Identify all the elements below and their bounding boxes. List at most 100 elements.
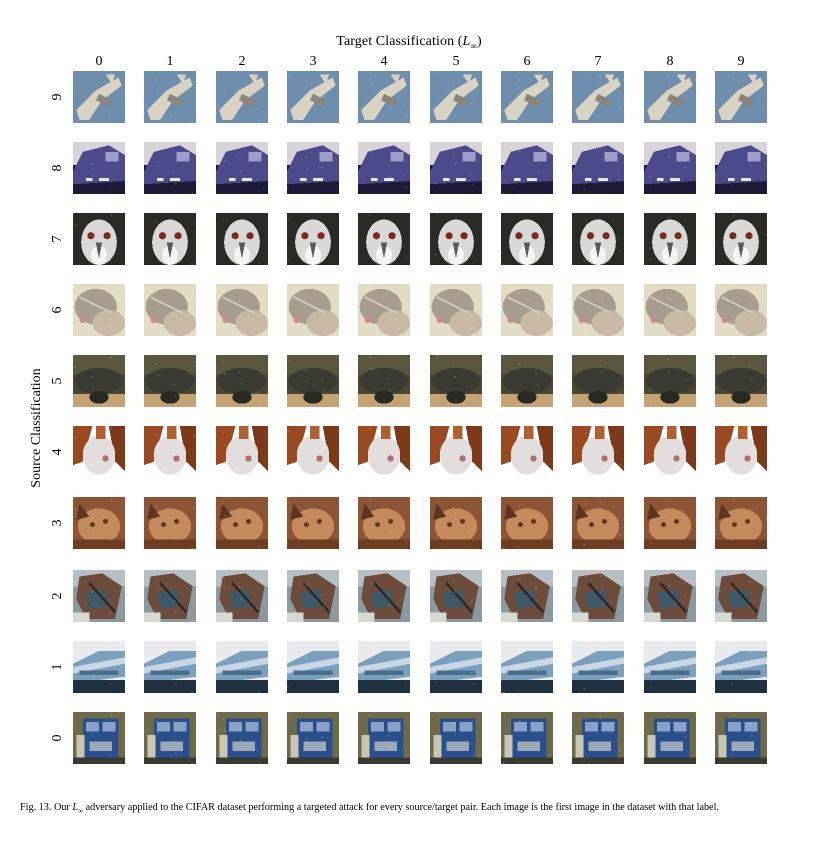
adversarial-image-src6-tgt5: [430, 284, 482, 336]
adversarial-image-src5-tgt0: [73, 355, 125, 407]
adversarial-image-src5-tgt5: [430, 355, 482, 407]
adversarial-image-src8-tgt4: [358, 142, 410, 194]
source-label-9: 9: [50, 93, 65, 101]
caption-math: L: [72, 802, 79, 813]
adversarial-image-src9-tgt8: [644, 71, 696, 123]
adversarial-image-src2-tgt3: [287, 570, 339, 622]
adversarial-image-src2-tgt5: [430, 570, 482, 622]
adversarial-image-src3-tgt9: [715, 497, 767, 549]
adversarial-image-src3-tgt3: [287, 497, 339, 549]
adversarial-image-src2-tgt8: [644, 570, 696, 622]
adversarial-image-src9-tgt6: [501, 71, 553, 123]
adversarial-image-src8-tgt3: [287, 142, 339, 194]
adversarial-image-src4-tgt0: [73, 426, 125, 478]
target-label-4: 4: [380, 54, 388, 69]
adversarial-image-src3-tgt1: [144, 497, 196, 549]
adversarial-image-src6-tgt7: [572, 284, 624, 336]
adversarial-image-src1-tgt6: [501, 641, 553, 693]
adversarial-image-src1-tgt3: [287, 641, 339, 693]
adversarial-image-src5-tgt1: [144, 355, 196, 407]
adversarial-image-src5-tgt8: [644, 355, 696, 407]
target-axis-title-text: Target Classification (: [336, 34, 463, 49]
adversarial-image-src2-tgt7: [572, 570, 624, 622]
adversarial-image-src9-tgt4: [358, 71, 410, 123]
adversarial-image-src8-tgt0: [73, 142, 125, 194]
adversarial-image-src7-tgt6: [501, 213, 553, 265]
source-label-5: 5: [50, 377, 65, 385]
adversarial-image-src4-tgt9: [715, 426, 767, 478]
figure-caption: Fig. 13. Our L∞ adversary applied to the…: [20, 802, 800, 817]
adversarial-image-src7-tgt1: [144, 213, 196, 265]
target-axis-title-math: L: [462, 34, 471, 49]
adversarial-image-src9-tgt5: [430, 71, 482, 123]
adversarial-image-src8-tgt5: [430, 142, 482, 194]
adversarial-image-src7-tgt2: [216, 213, 268, 265]
source-label-3: 3: [50, 519, 65, 527]
adversarial-image-src2-tgt9: [715, 570, 767, 622]
adversarial-image-src4-tgt5: [430, 426, 482, 478]
adversarial-image-src0-tgt6: [501, 712, 553, 764]
adversarial-image-src6-tgt0: [73, 284, 125, 336]
adversarial-image-src9-tgt9: [715, 71, 767, 123]
adversarial-image-src3-tgt6: [501, 497, 553, 549]
adversarial-image-src1-tgt8: [644, 641, 696, 693]
adversarial-image-src4-tgt8: [644, 426, 696, 478]
adversarial-image-src6-tgt9: [715, 284, 767, 336]
adversarial-image-src6-tgt8: [644, 284, 696, 336]
adversarial-image-src1-tgt7: [572, 641, 624, 693]
target-axis-title-subscript: ∞: [470, 40, 477, 51]
target-label-1: 1: [166, 54, 174, 69]
caption-subscript: ∞: [78, 807, 84, 816]
adversarial-image-src7-tgt5: [430, 213, 482, 265]
adversarial-image-src0-tgt2: [216, 712, 268, 764]
adversarial-image-src3-tgt2: [216, 497, 268, 549]
adversarial-image-src4-tgt7: [572, 426, 624, 478]
adversarial-image-src5-tgt9: [715, 355, 767, 407]
adversarial-image-src2-tgt6: [501, 570, 553, 622]
adversarial-image-src2-tgt0: [73, 570, 125, 622]
adversarial-image-src9-tgt3: [287, 71, 339, 123]
target-label-7: 7: [594, 54, 602, 69]
adversarial-image-src1-tgt9: [715, 641, 767, 693]
adversarial-image-src1-tgt5: [430, 641, 482, 693]
caption-prefix: Fig. 13. Our: [20, 802, 73, 813]
source-label-1: 1: [50, 663, 65, 671]
adversarial-image-src0-tgt7: [572, 712, 624, 764]
adversarial-image-src5-tgt7: [572, 355, 624, 407]
adversarial-image-src5-tgt6: [501, 355, 553, 407]
adversarial-image-src5-tgt4: [358, 355, 410, 407]
adversarial-image-src2-tgt2: [216, 570, 268, 622]
adversarial-image-src9-tgt0: [73, 71, 125, 123]
adversarial-image-src7-tgt7: [572, 213, 624, 265]
target-label-9: 9: [737, 54, 745, 69]
adversarial-image-src4-tgt6: [501, 426, 553, 478]
adversarial-image-src7-tgt0: [73, 213, 125, 265]
source-label-8: 8: [50, 164, 65, 172]
adversarial-image-src4-tgt3: [287, 426, 339, 478]
adversarial-image-src3-tgt4: [358, 497, 410, 549]
adversarial-image-src6-tgt4: [358, 284, 410, 336]
adversarial-image-src8-tgt6: [501, 142, 553, 194]
source-axis-title: Source Classification: [29, 368, 44, 488]
adversarial-image-src6-tgt2: [216, 284, 268, 336]
adversarial-image-src0-tgt8: [644, 712, 696, 764]
adversarial-image-src5-tgt2: [216, 355, 268, 407]
adversarial-image-src3-tgt7: [572, 497, 624, 549]
adversarial-image-src6-tgt3: [287, 284, 339, 336]
adversarial-image-src8-tgt2: [216, 142, 268, 194]
target-label-3: 3: [309, 54, 317, 69]
adversarial-image-src0-tgt3: [287, 712, 339, 764]
adversarial-image-src6-tgt6: [501, 284, 553, 336]
adversarial-image-src9-tgt2: [216, 71, 268, 123]
adversarial-image-src4-tgt4: [358, 426, 410, 478]
adversarial-image-src0-tgt0: [73, 712, 125, 764]
target-label-6: 6: [523, 54, 531, 69]
adversarial-image-src1-tgt1: [144, 641, 196, 693]
adversarial-image-src8-tgt8: [644, 142, 696, 194]
adversarial-image-src6-tgt1: [144, 284, 196, 336]
adversarial-image-src0-tgt4: [358, 712, 410, 764]
source-label-4: 4: [50, 448, 65, 456]
adversarial-image-src8-tgt9: [715, 142, 767, 194]
adversarial-image-src3-tgt8: [644, 497, 696, 549]
